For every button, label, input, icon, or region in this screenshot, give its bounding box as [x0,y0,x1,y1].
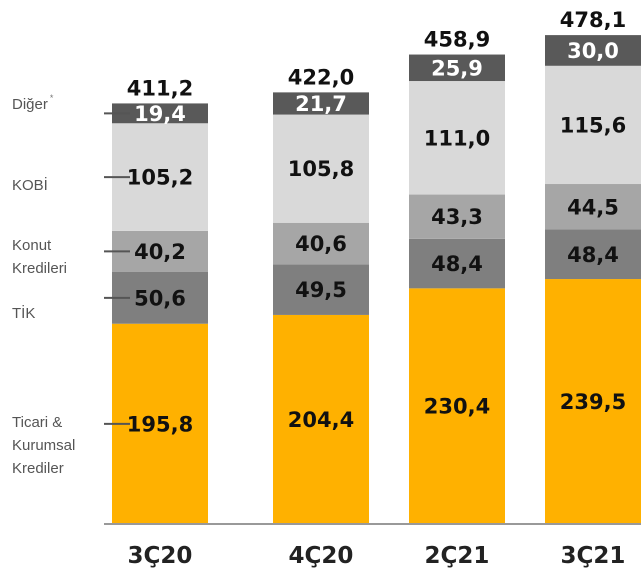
legend-text-3-line-2: Kredileri [12,260,67,277]
value-label-5-cat-1: 19,4 [134,102,186,126]
bar-segment-2-cat-4 [545,229,641,280]
value-label-5-cat-3: 25,9 [431,56,483,80]
legend-group: Diğer * KOBİ Konut Kredileri TİK Ticari & Kurum… [12,93,130,477]
total-label-cat-3: 458,9 [424,28,490,52]
bar-segment-2-cat-3 [409,238,505,289]
value-label-3-cat-3: 43,3 [431,205,483,229]
legend-text-5-line-2: Kurumsal [12,437,75,454]
value-label-2-cat-3: 48,4 [431,252,483,276]
value-label-4-cat-4: 115,6 [560,113,626,137]
value-label-4-cat-1: 105,2 [127,166,193,190]
legend-text-1-line-1: Diğer [12,96,48,113]
value-label-5-cat-4: 30,0 [567,39,619,63]
category-label-1: 3Ç20 [128,543,193,569]
bar-segment-5-cat-2 [273,92,369,115]
bar-segment-1-cat-4 [545,279,641,524]
value-label-5-cat-2: 21,7 [295,92,347,116]
bar-segment-5-cat-1 [112,103,208,124]
bars-group [112,35,641,524]
category-label-4: 3Ç21 [561,543,626,569]
total-label-cat-4: 478,1 [560,8,626,32]
value-label-2-cat-2: 49,5 [295,278,347,302]
value-label-2-cat-1: 50,6 [134,286,186,310]
value-label-2-cat-4: 48,4 [567,243,619,267]
bar-segment-4-cat-3 [409,81,505,195]
value-label-3-cat-1: 40,2 [134,240,186,264]
value-label-3-cat-2: 40,6 [295,232,347,256]
value-label-1-cat-1: 195,8 [127,412,193,436]
category-label-2: 4Ç20 [289,543,354,569]
legend-text-2-line-1: KOBİ [12,176,48,194]
bar-segment-4-cat-4 [545,65,641,185]
legend-text-4-line-1: TİK [12,304,35,322]
total-label-cat-1: 411,2 [127,76,193,100]
bar-segment-3-cat-3 [409,194,505,239]
value-label-4-cat-2: 105,8 [288,157,354,181]
legend-sup-1: * [50,93,54,103]
legend-text-3-line-1: Konut [12,237,52,254]
value-label-1-cat-3: 230,4 [424,395,490,419]
legend-text-5-line-1: Ticari & [12,414,62,431]
bar-segment-1-cat-3 [409,288,505,524]
total-label-cat-2: 422,0 [288,65,354,89]
bar-segment-2-cat-2 [273,264,369,315]
bar-segment-4-cat-2 [273,114,369,223]
bar-segment-3-cat-2 [273,222,369,265]
bar-segment-3-cat-4 [545,184,641,230]
value-label-4-cat-3: 111,0 [424,126,490,150]
bar-segment-5-cat-3 [409,54,505,82]
bar-segment-1-cat-2 [273,314,369,524]
value-label-1-cat-2: 204,4 [288,408,354,432]
bar-segment-5-cat-4 [545,35,641,66]
legend-text-5-line-3: Krediler [12,460,64,477]
category-labels-group: 3Ç20 4Ç20 2Ç21 3Ç21 [128,543,626,569]
value-label-1-cat-4: 239,5 [560,390,626,414]
category-label-3: 2Ç21 [425,543,490,569]
value-label-3-cat-4: 44,5 [567,195,619,219]
